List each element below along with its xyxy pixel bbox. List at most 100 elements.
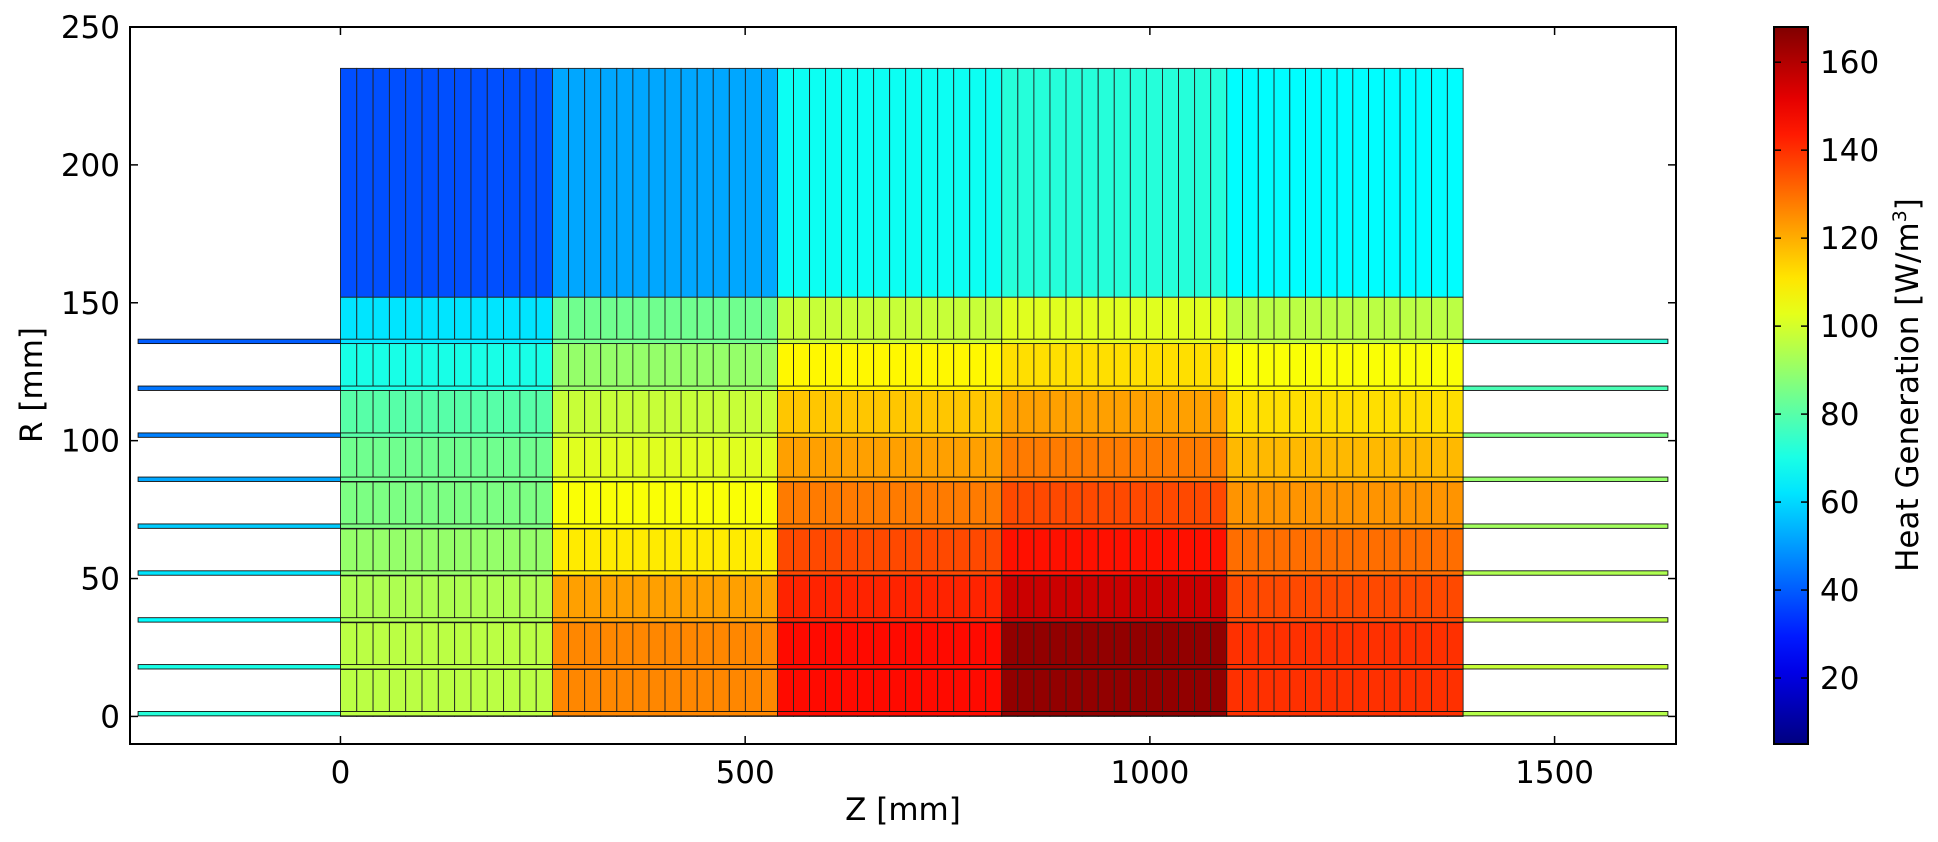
fuel-rod-segment xyxy=(1001,570,1228,576)
core-block-cell xyxy=(437,387,456,436)
core-block-cell xyxy=(985,481,1003,530)
fuel-rod-segment xyxy=(1462,664,1669,670)
core-block-cell xyxy=(372,575,390,624)
fuel-rod-segment xyxy=(777,523,1003,529)
core-block-cell xyxy=(761,434,778,483)
core-block-cell xyxy=(568,434,586,483)
upper-block-cell xyxy=(1194,67,1212,298)
upper-block-cell xyxy=(1431,67,1448,298)
fuel-rod-segment xyxy=(1462,476,1669,482)
core-block-cell xyxy=(825,296,843,342)
core-block-cell xyxy=(841,528,859,577)
colorbar-tick-label: 140 xyxy=(1820,133,1879,169)
core-block xyxy=(340,296,1464,717)
core-block-cell xyxy=(1431,669,1448,717)
core-block-cell xyxy=(648,669,666,717)
core-block-cell xyxy=(761,340,778,389)
core-block-cell xyxy=(1383,340,1401,389)
core-block-cell xyxy=(1273,528,1291,577)
core-block-cell xyxy=(405,528,423,577)
core-block-cell xyxy=(486,669,505,717)
core-block-cell xyxy=(340,481,358,530)
upper-block-cell xyxy=(696,67,714,298)
core-block-cell xyxy=(388,575,407,624)
core-block-cell xyxy=(664,387,682,436)
core-block-cell xyxy=(1383,387,1401,436)
y-tick-label: 150 xyxy=(61,286,120,322)
core-block-cell xyxy=(1001,669,1019,717)
core-block-cell xyxy=(921,340,939,389)
core-block-cell xyxy=(937,528,955,577)
core-block-cell xyxy=(937,575,955,624)
core-block-cell xyxy=(1242,575,1259,624)
core-block-cell xyxy=(372,296,390,342)
fuel-rod-segment xyxy=(137,664,341,670)
upper-block-cell xyxy=(616,67,634,298)
core-block-cell xyxy=(1065,575,1083,624)
core-block-cell xyxy=(1113,434,1131,483)
core-block-cell xyxy=(1065,481,1083,530)
core-block-cell xyxy=(1399,669,1417,717)
core-block-cell xyxy=(503,669,521,717)
core-block-cell xyxy=(744,434,762,483)
core-block-cell xyxy=(421,296,439,342)
upper-block-cell xyxy=(1210,67,1228,298)
core-block-cell xyxy=(889,296,907,342)
core-block-cell xyxy=(905,434,923,483)
core-block-cell xyxy=(937,387,955,436)
core-block-cell xyxy=(616,575,634,624)
core-block-cell xyxy=(1081,296,1099,342)
fuel-rod-segment xyxy=(340,432,553,438)
core-block-cell xyxy=(1226,481,1243,530)
core-block-cell xyxy=(1001,340,1019,389)
core-block-cell xyxy=(664,340,682,389)
core-block-cell xyxy=(889,481,907,530)
core-block-cell xyxy=(454,296,472,342)
core-block-cell xyxy=(1162,434,1179,483)
core-block-cell xyxy=(728,669,746,717)
colorbar-tick-label: 80 xyxy=(1820,397,1859,433)
core-block-cell xyxy=(372,434,390,483)
core-block-cell xyxy=(841,575,859,624)
core-block-cell xyxy=(825,669,843,717)
upper-block-cell xyxy=(503,67,521,298)
core-block-cell xyxy=(1033,387,1051,436)
colorbar-label: Heat Generation [W/m3] xyxy=(1889,198,1926,572)
core-block-cell xyxy=(535,528,553,577)
fuel-rod-segment xyxy=(552,523,778,529)
fuel-rod-segment xyxy=(1001,617,1228,623)
core-block-cell xyxy=(1178,669,1196,717)
core-block-cell xyxy=(454,622,472,670)
core-block-cell xyxy=(568,575,586,624)
core-block-cell xyxy=(777,434,795,483)
core-block-cell xyxy=(503,340,521,389)
core-block-cell xyxy=(1001,575,1019,624)
core-block-cell xyxy=(356,669,374,717)
core-block-cell xyxy=(1383,296,1401,342)
core-block-cell xyxy=(1446,622,1464,670)
core-block-cell xyxy=(1320,434,1338,483)
core-block-cell xyxy=(1033,434,1051,483)
core-block-cell xyxy=(616,669,634,717)
core-block-cell xyxy=(1305,296,1322,342)
core-block-cell xyxy=(1162,340,1179,389)
upper-block-cell xyxy=(712,67,730,298)
colorbar: 20 40 60 80 100 120 140 160 Heat Generation [W/… xyxy=(1773,26,1926,745)
core-block-cell xyxy=(340,387,358,436)
fuel-rod-segment xyxy=(340,664,553,670)
core-block-cell xyxy=(519,387,537,436)
x-tick-label: 1000 xyxy=(1110,755,1189,791)
fuel-rod-segment xyxy=(552,338,778,345)
fuel-rod-segment xyxy=(1226,711,1464,717)
upper-block-cell xyxy=(486,67,505,298)
upper-block-cell xyxy=(1178,67,1196,298)
upper-block-cell xyxy=(953,67,971,298)
core-block-cell xyxy=(680,340,698,389)
x-axis-label: Z [mm] xyxy=(845,792,961,828)
fuel-rod-segment xyxy=(340,338,553,345)
core-block-cell xyxy=(1257,296,1275,342)
fuel-rod-segment xyxy=(1001,711,1228,717)
upper-block-cell xyxy=(356,67,374,298)
upper-block-cell xyxy=(1145,67,1163,298)
core-block-cell xyxy=(486,387,505,436)
